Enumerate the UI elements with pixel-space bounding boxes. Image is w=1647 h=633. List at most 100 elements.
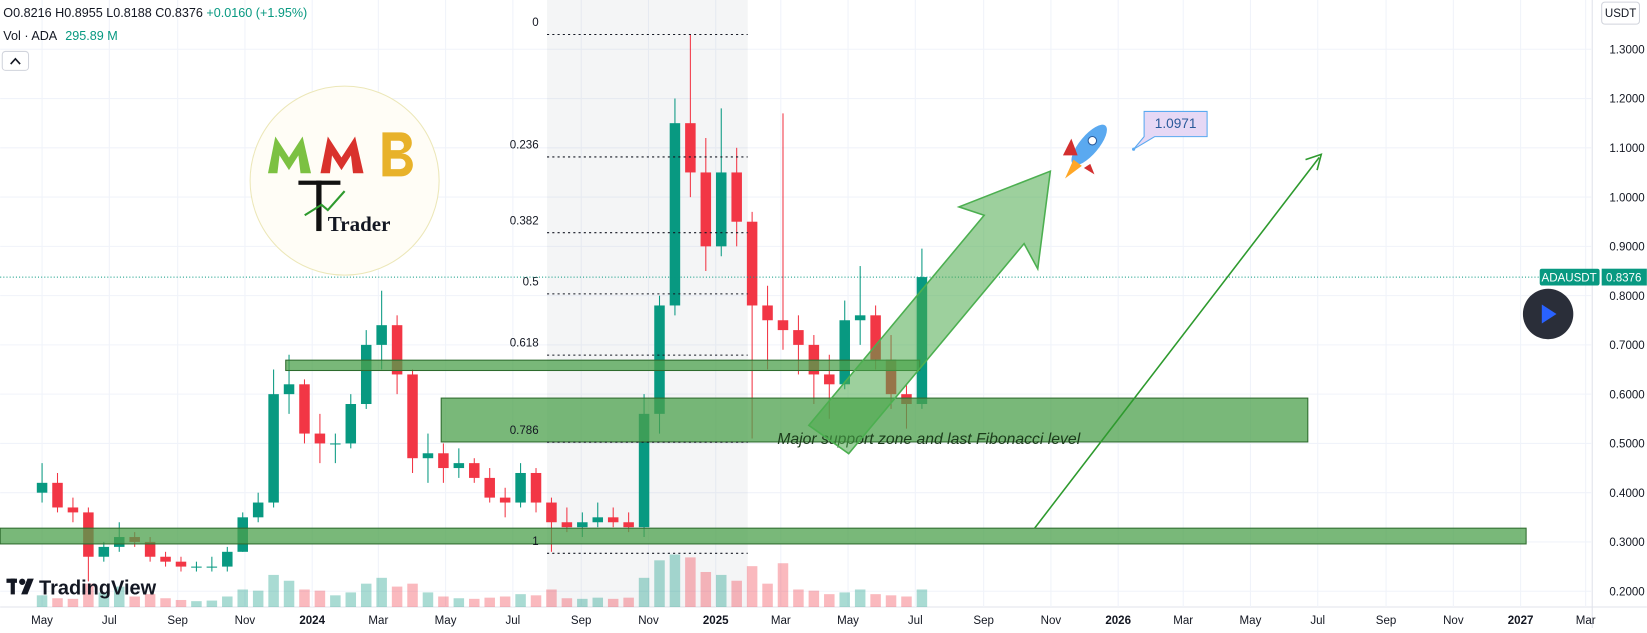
x-tick-label: Sep [973, 615, 994, 627]
volume-bar [484, 597, 495, 607]
candle-body [762, 305, 773, 321]
x-tick-label: May [837, 615, 859, 627]
candle-body [561, 522, 573, 528]
ohlc-high: H0.8955 [55, 6, 103, 20]
candle-body [484, 477, 495, 498]
x-tick-label: 2024 [299, 615, 325, 627]
x-tick-label: Jul [102, 615, 117, 627]
volume-bar [268, 574, 279, 607]
volume-bar [36, 595, 48, 607]
volume-bar [330, 595, 341, 607]
y-tick-label: 1.1000 [1609, 143, 1644, 155]
symbol-label: ADAUSDT [1542, 272, 1597, 284]
x-tick-label: Nov [1041, 615, 1062, 627]
volume-bar [52, 598, 63, 607]
x-tick-label: Jul [1310, 615, 1325, 627]
x-tick-label: May [435, 615, 457, 627]
currency-box[interactable] [1601, 1, 1641, 25]
support-zone [0, 527, 1527, 545]
x-tick-label: Mar [1576, 615, 1596, 627]
y-tick-label: 1.0000 [1609, 192, 1644, 204]
x-tick-label: Mar [771, 615, 791, 627]
y-tick-label: 0.4000 [1609, 488, 1644, 500]
fib-label: 0 [532, 17, 538, 29]
collapse-button[interactable] [1, 50, 30, 71]
candle-body [453, 463, 465, 469]
volume-bar [515, 594, 526, 607]
volume-bar [175, 599, 187, 607]
candle-body [36, 482, 48, 493]
fib-label: 0.382 [510, 215, 539, 227]
fib-label: 0.236 [510, 140, 539, 152]
x-tick-label: Mar [368, 615, 388, 627]
x-tick-label: Nov [638, 615, 659, 627]
play-icon [1541, 304, 1557, 324]
candle-body [870, 315, 881, 360]
fib-label: 0.5 [523, 276, 539, 288]
volume-bar [191, 601, 202, 607]
trend-arrow [1033, 157, 1320, 529]
ohlc-open: O0.8216 [3, 6, 51, 20]
volume-bar [407, 583, 418, 607]
x-tick-label: Sep [167, 615, 188, 627]
volume-bar [885, 595, 897, 607]
volume-bar [283, 580, 295, 607]
volume-bar [438, 596, 449, 607]
callout-label: 1.0971 [1155, 116, 1197, 131]
candle-body [515, 472, 526, 503]
candle-body [206, 566, 218, 568]
symbol-tag [1539, 268, 1600, 286]
candle-body [607, 517, 619, 523]
volume-bar [453, 598, 465, 607]
candle-body [469, 463, 480, 478]
y-tick-label: 0.8000 [1609, 291, 1644, 303]
trend-arrow-head [1305, 153, 1323, 171]
candle-body [854, 315, 866, 321]
candle-body [160, 556, 171, 562]
candle-body [314, 433, 326, 444]
volume-bar [808, 590, 820, 607]
volume-bar [499, 596, 511, 607]
fib-label: 1 [532, 536, 538, 548]
x-tick-label: Sep [1376, 615, 1397, 627]
volume-bar [160, 598, 171, 607]
platform-name: TradingView [39, 577, 157, 599]
candle-body [793, 330, 804, 345]
price-tag [1601, 268, 1647, 286]
x-tick-label: Jul [505, 615, 520, 627]
candle-body [376, 325, 387, 345]
volume-value: 295.89 M [65, 29, 118, 43]
y-tick-label: 1.2000 [1609, 94, 1644, 106]
x-tick-label: 2025 [703, 615, 729, 627]
fib-label: 0.618 [510, 338, 539, 350]
fib-label: 0.786 [510, 425, 539, 437]
candle-body [577, 522, 588, 528]
volume-bar [67, 598, 79, 607]
candle-body [330, 443, 341, 445]
candle-body [360, 344, 372, 405]
volume-bar [685, 557, 696, 607]
collapse-icon [10, 57, 21, 65]
volume-bar [299, 589, 310, 607]
volume-bar [314, 590, 326, 607]
candle-body [98, 546, 110, 557]
candle-body [746, 221, 758, 306]
y-tick-label: 0.6000 [1609, 389, 1644, 401]
volume-bar [345, 592, 357, 607]
candle-body [777, 320, 789, 331]
y-tick-label: 1.3000 [1609, 44, 1644, 56]
candle-body [592, 517, 604, 523]
volume-bar [561, 598, 573, 607]
candle-body [283, 384, 295, 395]
y-tick-label: 0.5000 [1609, 439, 1644, 451]
candle-body [191, 566, 202, 568]
candle-body [499, 497, 511, 503]
volume-bar [715, 574, 727, 607]
x-tick-label: Mar [1173, 615, 1193, 627]
x-tick-label: May [31, 615, 53, 627]
volume-bar [129, 596, 140, 607]
volume-label: Vol · ADA [3, 29, 57, 43]
ohlc: O0.8216 H0.8955 L0.8188 C0.8376 +0.0160 … [3, 6, 307, 20]
candle-body [268, 394, 279, 503]
